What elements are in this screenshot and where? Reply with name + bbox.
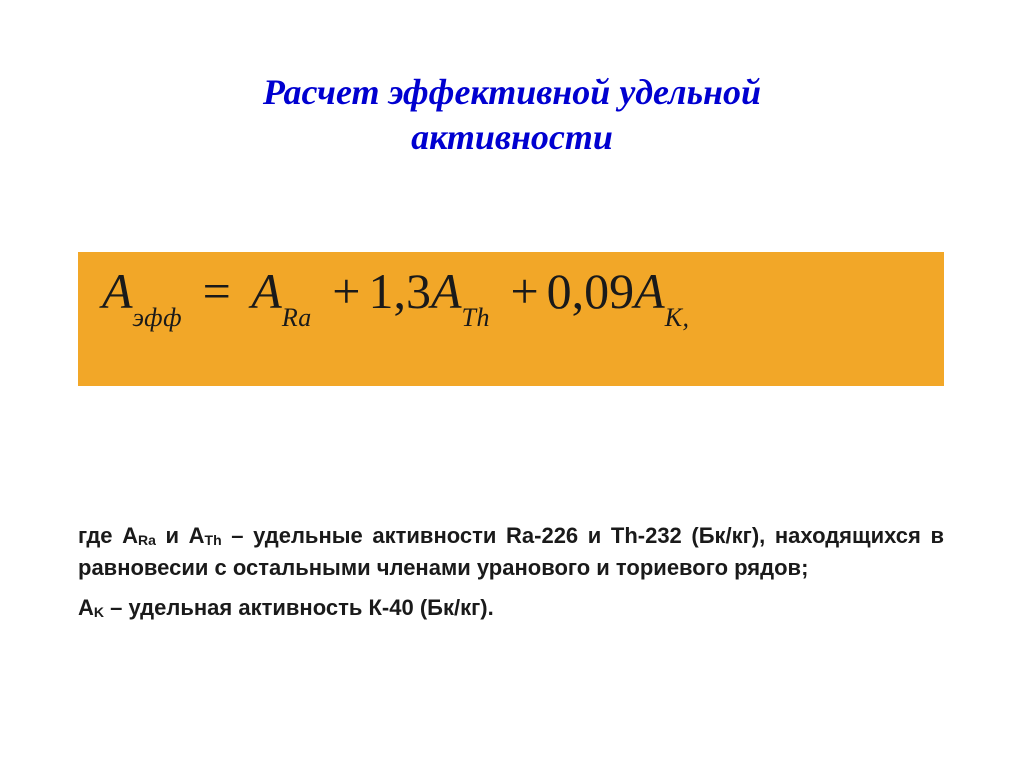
desc-sub-ra: Ra: [138, 532, 156, 548]
formula-sub-th: Th: [461, 303, 489, 332]
desc-text-2a: А: [78, 595, 94, 620]
desc-text-1b: и А: [156, 523, 205, 548]
desc-sub-k: K: [94, 604, 104, 620]
description: где АRa и АTh – удельные активности Ra-2…: [78, 520, 944, 624]
formula: Aэфф = ARa +1,3ATh +0,09AK,: [102, 266, 690, 331]
formula-plus1: +: [332, 263, 360, 319]
formula-coef1: 1,3: [368, 263, 431, 319]
formula-A1: A: [102, 263, 133, 319]
desc-line2: АK – удельная активность К-40 (Бк/кг).: [78, 592, 944, 624]
formula-sub-k: K: [665, 303, 683, 332]
formula-A4: A: [634, 263, 665, 319]
slide: Расчет эффективной удельной активности A…: [0, 0, 1024, 767]
desc-text-1a: где А: [78, 523, 138, 548]
formula-sub-ra: Ra: [282, 303, 312, 332]
formula-trailing-comma: ,: [683, 303, 690, 332]
title-line-2: активности: [411, 117, 613, 157]
formula-equals: =: [203, 263, 231, 319]
formula-A2: A: [251, 263, 282, 319]
desc-text-2b: – удельная активность К-40 (Бк/кг).: [104, 595, 494, 620]
desc-sub-th: Th: [205, 532, 222, 548]
title-line-1: Расчет эффективной удельной: [263, 72, 761, 112]
formula-A3: A: [431, 263, 462, 319]
formula-plus2: +: [510, 263, 538, 319]
formula-coef2: 0,09: [547, 263, 635, 319]
formula-sub-eff: эфф: [133, 303, 183, 332]
formula-box: Aэфф = ARa +1,3ATh +0,09AK,: [78, 252, 944, 386]
slide-title: Расчет эффективной удельной активности: [0, 70, 1024, 160]
